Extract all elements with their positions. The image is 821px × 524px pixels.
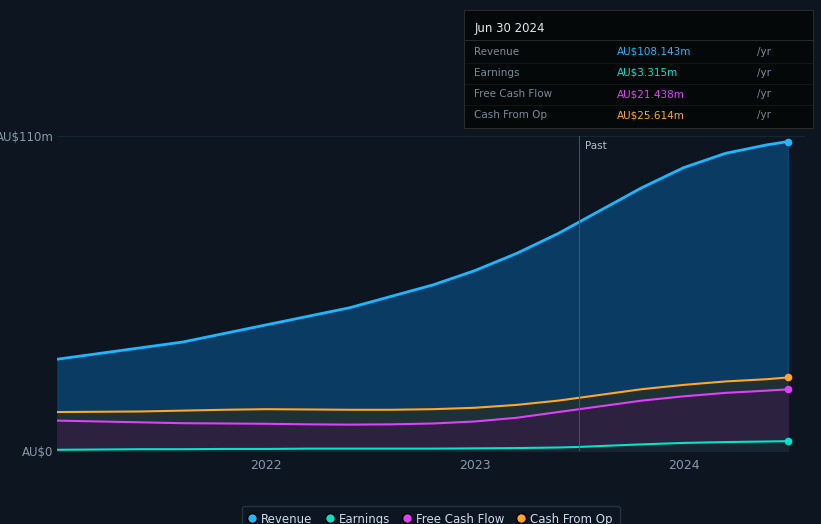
Legend: Revenue, Earnings, Free Cash Flow, Cash From Op: Revenue, Earnings, Free Cash Flow, Cash … [242,506,620,524]
Text: Revenue: Revenue [475,47,520,57]
Text: Past: Past [585,140,608,150]
Text: AU$108.143m: AU$108.143m [617,47,692,57]
Text: /yr: /yr [757,111,771,121]
Text: AU$25.614m: AU$25.614m [617,111,686,121]
Text: Earnings: Earnings [475,68,520,78]
Text: /yr: /yr [757,47,771,57]
Text: AU$3.315m: AU$3.315m [617,68,679,78]
Text: AU$21.438m: AU$21.438m [617,89,686,99]
Text: /yr: /yr [757,89,771,99]
Text: Jun 30 2024: Jun 30 2024 [475,22,545,35]
Text: Cash From Op: Cash From Op [475,111,548,121]
Text: /yr: /yr [757,68,771,78]
Text: Free Cash Flow: Free Cash Flow [475,89,553,99]
